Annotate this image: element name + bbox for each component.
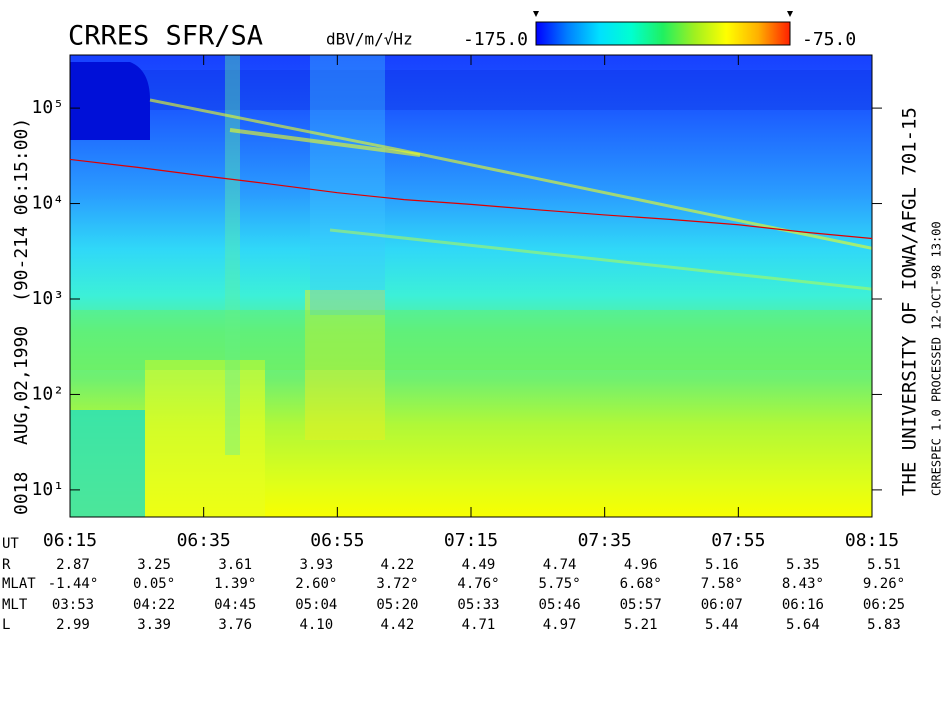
software: CRRESPEC 1.0: [930, 409, 944, 496]
date-id: 0018: [11, 472, 32, 515]
ephemeris-value: 5.51: [867, 557, 901, 573]
y-tick-label: 10⁴: [31, 193, 64, 214]
ephemeris-value: -1.44°: [48, 576, 99, 592]
ephemeris-value: 2.99: [56, 617, 90, 633]
y-tick-label: 10¹: [31, 479, 64, 500]
y-tick-label: 10³: [31, 288, 64, 309]
ephemeris-value: 2.60°: [295, 576, 337, 592]
ephemeris-value: 3.93: [299, 557, 333, 573]
x-tick-label: 06:35: [177, 530, 231, 551]
ephemeris-row-label: MLT: [2, 597, 28, 613]
ephemeris-value: 5.44: [705, 617, 739, 633]
ephemeris-row-label: L: [2, 617, 10, 633]
ephemeris-value: 3.61: [218, 557, 252, 573]
ephemeris-value: 5.64: [786, 617, 820, 633]
x-tick-label: 07:35: [578, 530, 632, 551]
ephemeris-value: 4.22: [381, 557, 415, 573]
ephemeris-value: 4.96: [624, 557, 658, 573]
ephemeris-value: 04:22: [133, 597, 175, 613]
ephemeris-value: 4.10: [299, 617, 333, 633]
x-tick-label: 07:15: [444, 530, 498, 551]
ephemeris-value: 06:16: [782, 597, 824, 613]
ephemeris-value: 5.16: [705, 557, 739, 573]
ephemeris-value: 1.39°: [214, 576, 256, 592]
colorbar-marker: [533, 11, 539, 17]
x-axis-label: UT: [2, 536, 19, 552]
chart-title: CRRES SFR/SA: [68, 21, 263, 52]
ephemeris-value: 06:25: [863, 597, 905, 613]
ephemeris-value: 3.76: [218, 617, 252, 633]
ephemeris-value: 05:33: [457, 597, 499, 613]
ephemeris-value: 5.83: [867, 617, 901, 633]
y-tick-label: 10⁵: [31, 97, 64, 118]
ephemeris-value: 6.68°: [620, 576, 662, 592]
x-tick-label: 08:15: [845, 530, 899, 551]
ephemeris-value: 05:46: [539, 597, 581, 613]
x-tick-label: 07:55: [711, 530, 765, 551]
ephemeris-value: 3.25: [137, 557, 171, 573]
ephemeris-value: 5.35: [786, 557, 820, 573]
ephemeris-value: 06:07: [701, 597, 743, 613]
spectrogram-image: [70, 55, 872, 517]
ephemeris-value: 05:57: [620, 597, 662, 613]
ephemeris-value: 4.74: [543, 557, 577, 573]
ephemeris-value: 3.72°: [376, 576, 418, 592]
ephemeris-value: 0.05°: [133, 576, 175, 592]
ephemeris-value: 3.39: [137, 617, 171, 633]
ephemeris-value: 2.87: [56, 557, 90, 573]
processed: PROCESSED 12-OCT-98 13:00: [930, 221, 944, 402]
ephemeris-value: 5.75°: [539, 576, 581, 592]
ephemeris-value: 04:45: [214, 597, 256, 613]
ephemeris-value: 4.49: [462, 557, 496, 573]
institution: THE UNIVERSITY OF IOWA/AFGL 701-15: [899, 107, 921, 496]
colorbar-marker: [787, 11, 793, 17]
colorbar-label: dBV/m/√Hz: [326, 30, 413, 49]
ephemeris-value: 05:04: [295, 597, 337, 613]
ephemeris-value: 03:53: [52, 597, 94, 613]
colorbar: [535, 21, 791, 46]
ephemeris-value: 4.71: [462, 617, 496, 633]
ephemeris-value: 4.97: [543, 617, 577, 633]
date: AUG,02,1990: [11, 326, 32, 445]
ephemeris-value: 5.21: [624, 617, 658, 633]
ephemeris-value: 8.43°: [782, 576, 824, 592]
ephemeris-value: 9.26°: [863, 576, 905, 592]
x-tick-label: 06:55: [310, 530, 364, 551]
ephemeris-value: 05:20: [376, 597, 418, 613]
x-tick-label: 06:15: [43, 530, 97, 551]
colorbar-max-label: -75.0: [802, 29, 856, 50]
orbit: (90-214 06:15:00): [11, 118, 32, 302]
ephemeris-value: 4.42: [381, 617, 415, 633]
ephemeris-row-label: MLAT: [2, 576, 36, 592]
ephemeris-value: 7.58°: [701, 576, 743, 592]
y-tick-label: 10²: [31, 383, 64, 404]
line-series: [69, 158, 873, 240]
ephemeris-row-label: R: [2, 557, 11, 573]
ephemeris-value: 4.76°: [457, 576, 499, 592]
colorbar-min-label: -175.0: [463, 29, 528, 50]
